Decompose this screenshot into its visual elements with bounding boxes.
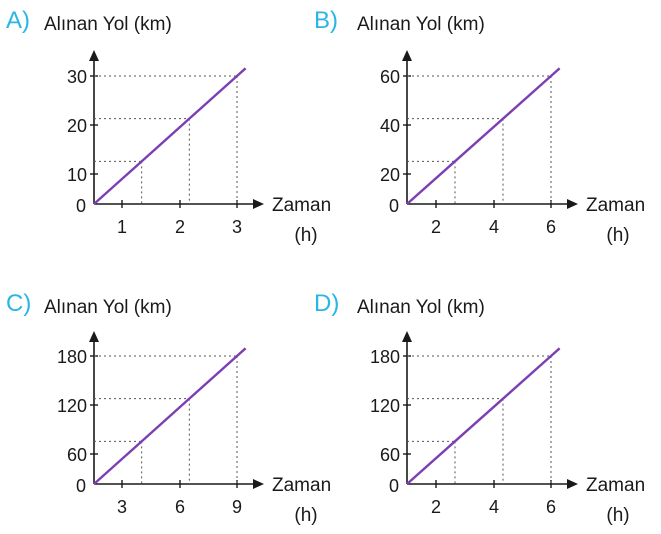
x-axis-label: Zaman <box>586 475 645 496</box>
x-tick-label: 4 <box>489 497 499 517</box>
x-axis-unit: (h) <box>606 505 629 526</box>
data-line <box>406 67 561 205</box>
x-axis-label: Zaman <box>272 195 331 216</box>
x-tick-label: 2 <box>431 217 441 237</box>
x-axis-unit: (h) <box>606 225 629 246</box>
x-axis-unit: (h) <box>294 225 317 246</box>
y-axis-arrow <box>402 331 412 342</box>
x-tick-label: 2 <box>175 217 185 237</box>
x-axis-unit: (h) <box>294 505 317 526</box>
x-tick-label: 3 <box>232 217 242 237</box>
y-axis-arrow <box>89 331 99 342</box>
x-axis-arrow <box>567 479 578 489</box>
option-label: C) <box>6 290 31 317</box>
y-axis-label: Alınan Yol (km) <box>44 14 172 35</box>
y-tick-label: 20 <box>67 116 87 136</box>
x-axis-arrow <box>567 199 578 209</box>
origin-label: 0 <box>76 196 86 216</box>
chart-panel-2: B) Alınan Yol (km) 0 2 4 6 20 40 60 Zaman (h) <box>314 7 645 246</box>
origin-label: 0 <box>76 476 86 496</box>
chart-panel-1: A) Alınan Yol (km) 0 1 2 3 10 20 30 Zaman (h) <box>6 7 331 246</box>
chart-panel-3: C) Alınan Yol (km) 0 3 6 9 60 120 180 Zaman (h) <box>6 290 331 526</box>
y-tick-label: 10 <box>67 165 87 185</box>
data-line <box>93 347 247 485</box>
y-tick-label: 40 <box>380 116 400 136</box>
y-tick-label: 180 <box>57 347 87 367</box>
x-tick-label: 4 <box>489 217 499 237</box>
option-label: D) <box>314 290 339 317</box>
x-tick-label: 6 <box>546 497 556 517</box>
x-axis-arrow <box>253 479 264 489</box>
origin-label: 0 <box>389 476 399 496</box>
x-tick-label: 2 <box>431 497 441 517</box>
x-tick-label: 3 <box>117 497 127 517</box>
y-tick-label: 20 <box>380 165 400 185</box>
x-axis-arrow <box>253 199 264 209</box>
y-tick-label: 180 <box>370 347 400 367</box>
option-label: B) <box>314 7 338 34</box>
y-tick-label: 120 <box>57 396 87 416</box>
y-axis-arrow <box>402 50 412 61</box>
x-tick-label: 1 <box>117 217 127 237</box>
x-tick-label: 9 <box>232 497 242 517</box>
origin-label: 0 <box>389 196 399 216</box>
x-axis-label: Zaman <box>272 475 331 496</box>
y-tick-label: 60 <box>67 445 87 465</box>
chart-panel-4: D) Alınan Yol (km) 0 2 4 6 60 120 180 Zaman (h) <box>314 290 645 526</box>
option-label: A) <box>6 7 30 34</box>
y-tick-label: 60 <box>380 67 400 87</box>
data-line <box>406 347 561 485</box>
y-tick-label: 60 <box>380 445 400 465</box>
x-tick-label: 6 <box>546 217 556 237</box>
y-tick-label: 30 <box>67 67 87 87</box>
x-axis-label: Zaman <box>586 195 645 216</box>
y-axis-arrow <box>89 50 99 61</box>
y-axis-label: Alınan Yol (km) <box>44 297 172 318</box>
y-axis-label: Alınan Yol (km) <box>357 14 485 35</box>
data-line <box>93 67 247 205</box>
y-tick-label: 120 <box>370 396 400 416</box>
x-tick-label: 6 <box>175 497 185 517</box>
y-axis-label: Alınan Yol (km) <box>357 297 485 318</box>
